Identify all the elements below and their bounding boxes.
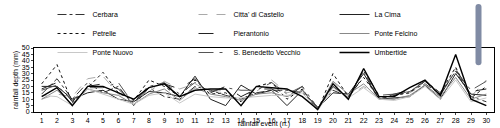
svg-text:29: 29 (467, 117, 475, 124)
svg-text:Umbertide: Umbertide (375, 49, 407, 56)
svg-text:27: 27 (436, 117, 444, 124)
svg-text:23: 23 (375, 117, 383, 124)
svg-text:20: 20 (22, 83, 30, 90)
svg-text:9: 9 (162, 117, 166, 124)
svg-text:10: 10 (22, 96, 30, 103)
svg-text:40: 40 (22, 57, 30, 64)
svg-text:24: 24 (390, 117, 398, 124)
svg-text:30: 30 (482, 117, 490, 124)
svg-text:5: 5 (101, 117, 105, 124)
svg-text:5: 5 (26, 102, 30, 109)
svg-text:15: 15 (22, 89, 30, 96)
svg-text:22: 22 (360, 117, 368, 124)
svg-text:30: 30 (22, 70, 30, 77)
svg-text:Cerbara: Cerbara (93, 11, 118, 18)
svg-text:Petrelle: Petrelle (93, 30, 117, 37)
svg-text:7: 7 (132, 117, 136, 124)
svg-text:Ponte Felcino: Ponte Felcino (375, 30, 418, 37)
svg-text:17: 17 (283, 117, 291, 124)
svg-text:25: 25 (406, 117, 414, 124)
svg-text:2: 2 (55, 117, 59, 124)
svg-text:0: 0 (26, 108, 30, 115)
svg-text:6: 6 (116, 117, 120, 124)
svg-text:S. Benedetto Vecchio: S. Benedetto Vecchio (234, 49, 301, 56)
svg-text:11: 11 (191, 117, 198, 124)
svg-text:21: 21 (344, 117, 352, 124)
svg-text:4: 4 (86, 117, 90, 124)
svg-text:19: 19 (314, 117, 322, 124)
svg-text:26: 26 (421, 117, 429, 124)
svg-text:Pierantonio: Pierantonio (234, 30, 270, 37)
svg-text:13: 13 (222, 117, 230, 124)
svg-text:15: 15 (252, 117, 260, 124)
svg-text:50: 50 (22, 44, 30, 51)
svg-text:20: 20 (329, 117, 337, 124)
svg-text:rainfall event (n.): rainfall event (n.) (238, 120, 290, 128)
svg-text:Ponte Nuovo: Ponte Nuovo (93, 49, 134, 56)
svg-text:18: 18 (298, 117, 306, 124)
svg-text:rainfall depth (mm): rainfall depth (mm) (12, 51, 20, 109)
svg-text:La Cima: La Cima (375, 11, 401, 18)
svg-text:14: 14 (237, 117, 245, 124)
svg-text:12: 12 (206, 117, 214, 124)
svg-text:45: 45 (22, 51, 30, 58)
svg-text:3: 3 (70, 117, 74, 124)
svg-text:8: 8 (147, 117, 151, 124)
svg-text:1: 1 (40, 117, 44, 124)
svg-text:28: 28 (452, 117, 460, 124)
svg-text:25: 25 (22, 76, 30, 83)
svg-text:Citta' di Castello: Citta' di Castello (234, 11, 284, 18)
svg-text:35: 35 (22, 64, 30, 71)
svg-text:16: 16 (268, 117, 276, 124)
svg-text:10: 10 (176, 117, 184, 124)
